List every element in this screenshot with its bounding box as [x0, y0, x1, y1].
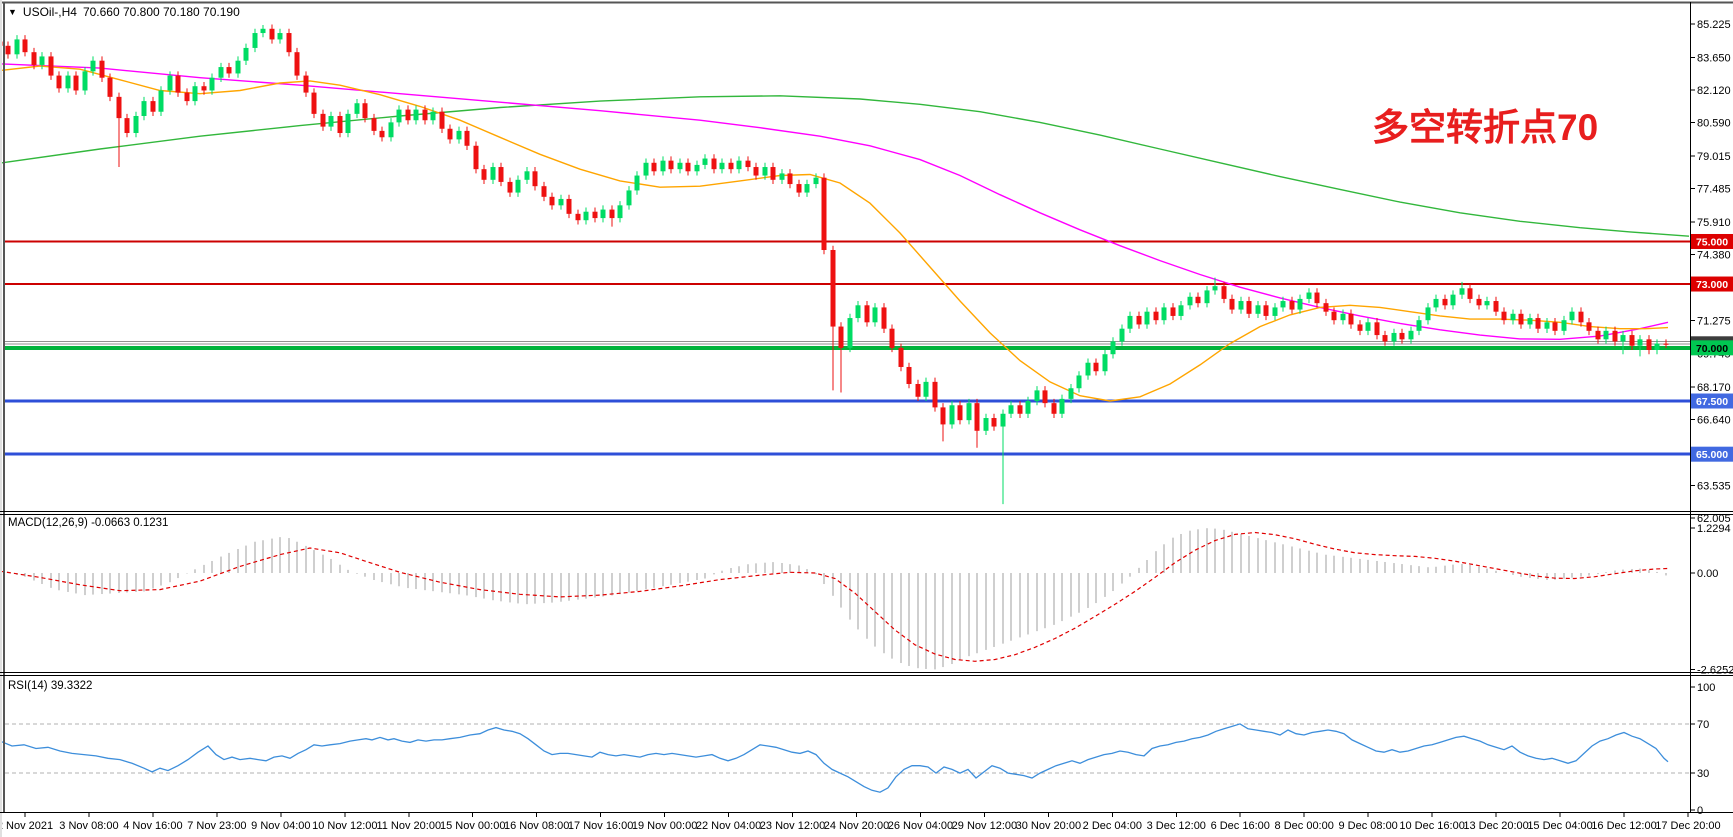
svg-text:65.000: 65.000	[1696, 449, 1728, 461]
macd-layer: 1.2294 0.00 -2.6252	[0, 523, 1733, 677]
time-axis-labels: 2 Nov 2021 3 Nov 08:00 4 Nov 16:00 7 Nov 23…	[0, 813, 1721, 832]
price-axis-label: 83.650	[1697, 53, 1731, 65]
time-axis-label: 13 Dec 20:00	[1463, 820, 1528, 832]
ohlc-values: 70.660 70.800 70.180 70.190	[82, 5, 240, 19]
time-axis-label: 11 Nov 20:00	[376, 820, 441, 832]
price-axis-label: 62.005	[1697, 513, 1731, 525]
time-axis-label: 19 Nov 00:00	[632, 820, 697, 832]
ma-mid-magenta	[1, 63, 1669, 341]
time-axis-label: 17 Dec 20:00	[1655, 820, 1720, 832]
annotation-text: 多空转折点70	[1372, 107, 1599, 148]
macd-axis-label: -2.6252	[1697, 665, 1733, 677]
rsi-axis-label: 70	[1697, 719, 1709, 731]
symbol-dropdown-icon[interactable]: ▼	[8, 7, 17, 17]
time-axis-label: 30 Nov 20:00	[1016, 820, 1081, 832]
candles-layer	[0, 24, 1669, 505]
rsi-line	[0, 723, 1669, 793]
time-axis-label: 9 Nov 04:00	[251, 820, 310, 832]
svg-text:73.000: 73.000	[1696, 279, 1728, 291]
time-axis-label: 6 Dec 16:00	[1211, 820, 1270, 832]
price-axis-label: 68.170	[1697, 382, 1731, 394]
macd-axis-label: 0.00	[1697, 568, 1718, 580]
price-axis-label: 80.590	[1697, 118, 1731, 130]
price-badge-70.000: 70.000	[1691, 340, 1733, 356]
ma-slow-green	[1, 95, 1690, 237]
price-axis-label: 66.640	[1697, 414, 1731, 426]
time-axis-label: 3 Dec 12:00	[1147, 820, 1206, 832]
time-axis-label: 29 Nov 12:00	[952, 820, 1017, 832]
price-axis-label: 85.225	[1697, 19, 1731, 31]
time-axis-label: 7 Nov 23:00	[187, 820, 246, 832]
time-axis-label: 17 Nov 16:00	[568, 820, 633, 832]
svg-text:70.000: 70.000	[1696, 343, 1728, 355]
price-axis[interactable]	[1690, 3, 1733, 812]
rsi-axis-label: 0	[1697, 805, 1703, 817]
time-axis-label: 10 Dec 16:00	[1399, 820, 1464, 832]
time-axis-label: 16 Nov 08:00	[504, 820, 569, 832]
macd-indicator-label: MACD(12,26,9) -0.0663 0.1231	[8, 517, 169, 529]
macd-signal-line	[0, 531, 1669, 662]
time-axis-label: 2 Dec 04:00	[1083, 820, 1142, 832]
time-axis-label: 22 Nov 04:00	[696, 820, 761, 832]
rsi-indicator-label: RSI(14) 39.3322	[8, 680, 93, 692]
time-axis-label: 24 Nov 20:00	[824, 820, 889, 832]
time-axis[interactable]	[0, 813, 1733, 837]
svg-text:67.500: 67.500	[1696, 396, 1728, 408]
time-axis-label: 4 Nov 16:00	[123, 820, 182, 832]
price-axis-label: 79.015	[1697, 151, 1731, 163]
time-axis-label: 8 Dec 00:00	[1275, 820, 1334, 832]
time-axis-label: 15 Nov 00:00	[440, 820, 505, 832]
price-axis-label: 63.535	[1697, 480, 1731, 492]
price-badge-73.000: 73.000	[1691, 276, 1733, 292]
rsi-axis-label: 30	[1697, 768, 1709, 780]
time-axis-label: 2 Nov 2021	[0, 820, 53, 832]
time-axis-label: 10 Nov 12:00	[312, 820, 377, 832]
price-axis-label: 71.275	[1697, 316, 1731, 328]
time-axis-label: 3 Nov 08:00	[59, 820, 118, 832]
rsi-layer: 100 70 30 0	[0, 682, 1715, 817]
rsi-axis-label: 100	[1697, 682, 1715, 694]
price-badge-75.000: 75.000	[1691, 233, 1733, 249]
macd-axis-label: 1.2294	[1697, 523, 1731, 535]
price-axis-label: 74.380	[1697, 250, 1731, 262]
time-axis-label: 15 Dec 04:00	[1527, 820, 1592, 832]
time-axis-label: 23 Nov 12:00	[760, 820, 825, 832]
symbol-info: ▼ USOil-,H4 70.660 70.800 70.180 70.190	[8, 5, 240, 19]
price-badge-65.000: 65.000	[1691, 446, 1733, 462]
time-axis-label: 26 Nov 04:00	[888, 820, 953, 832]
time-axis-label: 9 Dec 08:00	[1338, 820, 1397, 832]
price-axis-label: 77.485	[1697, 184, 1731, 196]
svg-text:75.000: 75.000	[1696, 236, 1728, 248]
price-axis-label: 82.120	[1697, 85, 1731, 97]
price-axis-label: 75.910	[1697, 217, 1731, 229]
time-axis-label: 16 Dec 12:00	[1591, 820, 1656, 832]
symbol-timeframe-label: USOil-,H4	[22, 5, 77, 19]
price-badge-67.500: 67.500	[1691, 393, 1733, 409]
